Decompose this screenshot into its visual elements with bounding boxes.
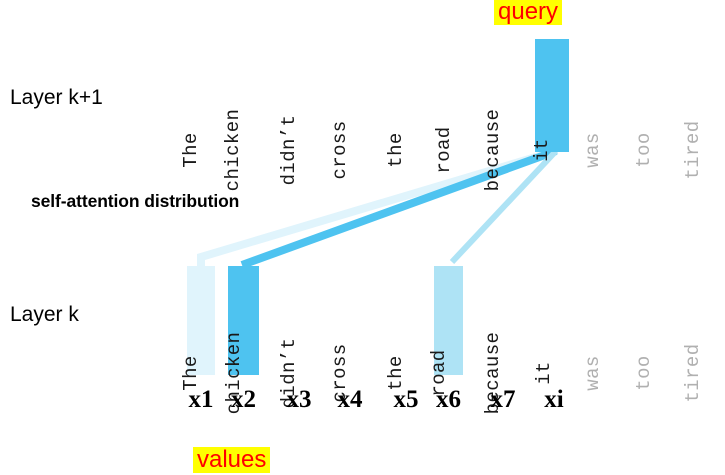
- layer-top-token-cross[interactable]: cross: [329, 39, 364, 179]
- token-word: road: [433, 126, 455, 174]
- token-word: was: [582, 132, 604, 168]
- token-word: cross: [329, 343, 351, 403]
- token-word: didn’t: [278, 114, 300, 186]
- layer-top-token-it[interactable]: it: [531, 39, 569, 162]
- token-word: because: [482, 331, 504, 415]
- token-highlight-box: [434, 266, 463, 375]
- layer-bottom-token-it[interactable]: it: [533, 266, 568, 385]
- layer-bottom-token-cross[interactable]: cross: [329, 266, 364, 402]
- layer-top-token-the[interactable]: the: [385, 39, 420, 167]
- token-word: tired: [682, 120, 704, 180]
- token-word: too: [633, 132, 655, 168]
- layer-bottom-token-tired[interactable]: tired: [682, 266, 717, 402]
- token-word: too: [633, 355, 655, 391]
- token-word: The: [180, 355, 202, 391]
- token-word: was: [582, 355, 604, 391]
- layer-top-token-road[interactable]: road: [433, 39, 468, 173]
- layer-top-token-was[interactable]: was: [582, 39, 617, 167]
- token-highlight-box: [228, 266, 259, 375]
- token-word: it: [531, 138, 553, 162]
- token-word: cross: [329, 120, 351, 180]
- layer-top-token-because[interactable]: because: [482, 39, 517, 192]
- layer-bottom-token-didnt[interactable]: didn’t: [278, 266, 313, 409]
- token-highlight-box: [540, 266, 568, 375]
- layer-top-label: Layer k+1: [10, 86, 103, 109]
- layer-bottom-token-because[interactable]: because: [482, 266, 517, 415]
- layer-bottom-token-too[interactable]: too: [633, 266, 668, 390]
- layer-bottom-token-the[interactable]: the: [385, 266, 420, 390]
- values-annotation-label: values: [193, 447, 271, 473]
- token-word: it: [533, 361, 555, 385]
- layer-bottom-token-chicken[interactable]: chicken: [223, 266, 259, 414]
- layer-top-token-tired[interactable]: tired: [682, 39, 717, 179]
- layer-top-token-too[interactable]: too: [633, 39, 668, 167]
- query-annotation-label: query: [494, 0, 563, 25]
- token-highlight-box: [187, 266, 215, 375]
- layer-bottom-token-was[interactable]: was: [582, 266, 617, 390]
- token-word: The: [180, 132, 202, 168]
- layer-bottom-token-road[interactable]: road: [428, 266, 463, 397]
- token-word: the: [385, 132, 407, 168]
- token-word: chicken: [222, 108, 244, 192]
- token-word: the: [385, 355, 407, 391]
- token-word: didn’t: [278, 337, 300, 409]
- token-index-label-xi: xi: [544, 386, 564, 413]
- token-word: because: [482, 108, 504, 192]
- attention-edge-road: [449, 148, 559, 265]
- self-attention-caption: self-attention distribution: [31, 191, 240, 211]
- token-word: road: [427, 349, 450, 397]
- layer-bottom-token-the[interactable]: The: [180, 266, 215, 391]
- token-word: tired: [682, 343, 704, 403]
- layer-top-token-didnt[interactable]: didn’t: [278, 39, 313, 186]
- layer-top-token-the[interactable]: The: [180, 39, 215, 167]
- layer-bottom-label: Layer k: [10, 303, 79, 326]
- layer-top-token-chicken[interactable]: chicken: [222, 39, 258, 192]
- token-highlight-box: [535, 39, 569, 152]
- token-word: chicken: [222, 331, 245, 415]
